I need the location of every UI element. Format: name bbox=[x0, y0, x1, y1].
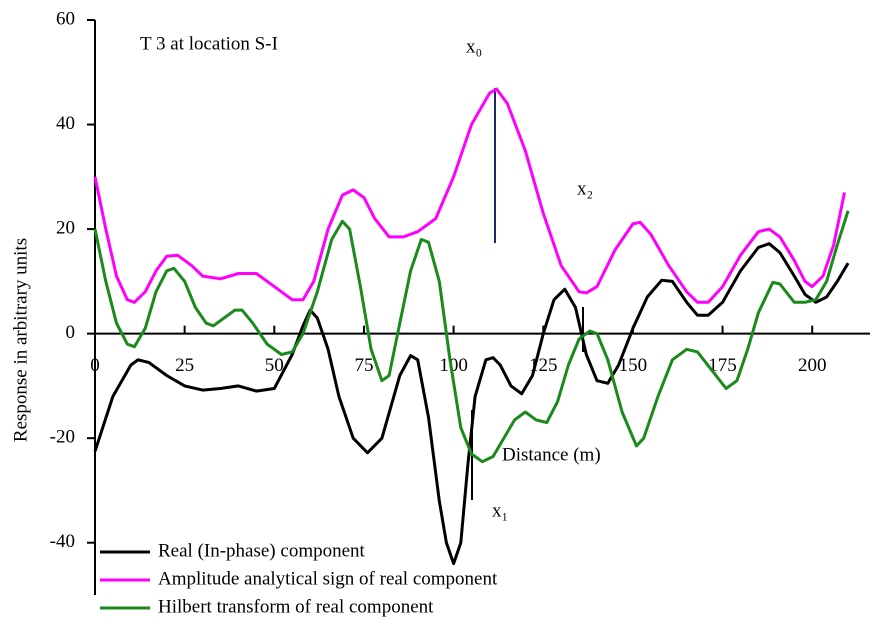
x-tick-label: 25 bbox=[175, 355, 194, 376]
x-tick-label: 200 bbox=[798, 355, 827, 376]
y-tick-label: 20 bbox=[56, 217, 75, 238]
series-line bbox=[93, 242, 850, 566]
x-tick-label: 75 bbox=[354, 355, 373, 376]
chart-annotation: x₁ bbox=[492, 500, 508, 521]
y-tick-label: 0 bbox=[66, 322, 76, 343]
legend-label: Real (In-phase) component bbox=[158, 540, 366, 561]
x-tick-label: 0 bbox=[90, 355, 100, 376]
x-tick-label: 175 bbox=[708, 355, 737, 376]
chart-annotation: x₀ bbox=[466, 36, 482, 57]
legend-label: Hilbert transform of real component bbox=[158, 596, 434, 617]
y-tick-label: 40 bbox=[56, 113, 75, 134]
x-tick-label: 150 bbox=[619, 355, 648, 376]
y-tick-label: -20 bbox=[50, 427, 75, 448]
y-tick-label: -40 bbox=[50, 531, 75, 552]
chart-annotation: x₂ bbox=[577, 178, 593, 199]
series-line bbox=[93, 210, 850, 464]
x-tick-label: 50 bbox=[265, 355, 284, 376]
chart-annotation: T 3 at location S-I bbox=[140, 33, 278, 54]
x-tick-label: 100 bbox=[439, 355, 468, 376]
series-line bbox=[93, 87, 846, 304]
y-tick-label: 60 bbox=[56, 8, 75, 29]
y-axis-label: Response in arbitrary units bbox=[10, 238, 31, 442]
legend-label: Amplitude analytical sign of real compon… bbox=[158, 568, 498, 589]
x-axis-label: Distance (m) bbox=[502, 444, 601, 465]
